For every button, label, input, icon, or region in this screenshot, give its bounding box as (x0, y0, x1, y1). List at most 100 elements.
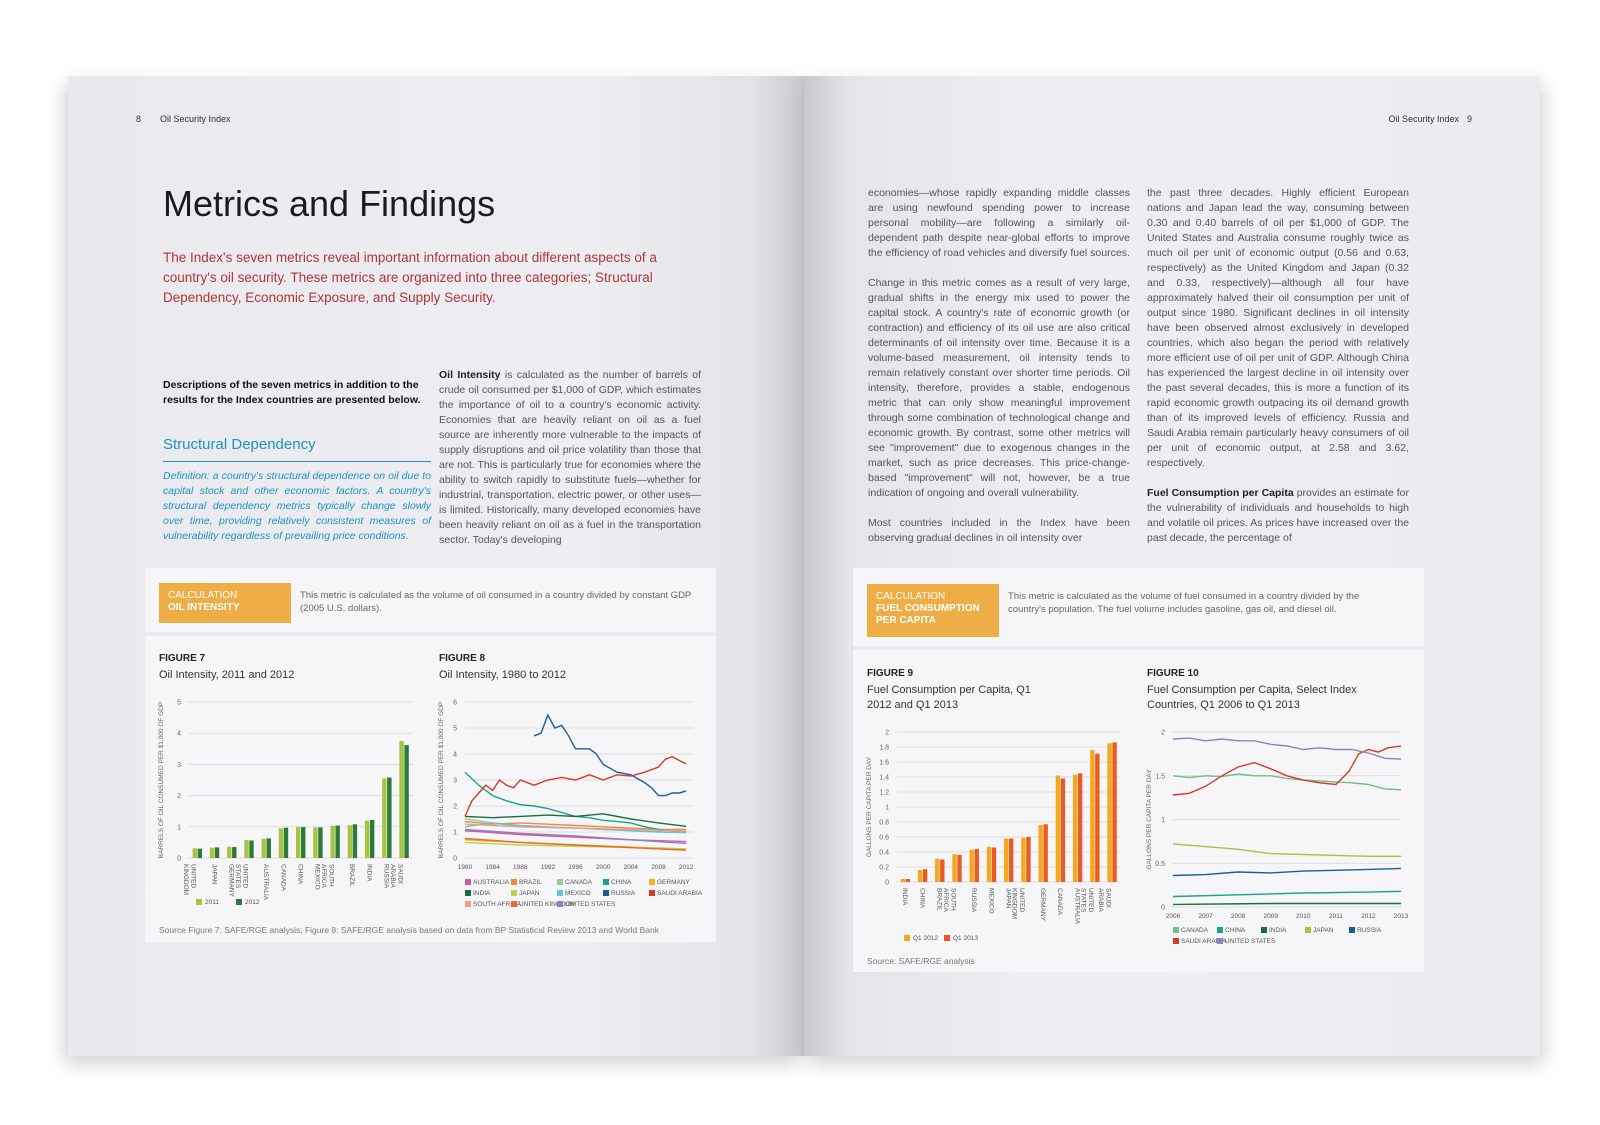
calculation-label: Calculation (876, 591, 946, 602)
x-tick-label: BRAZIL (936, 888, 943, 911)
legend-label: CANADA (565, 879, 593, 886)
y-tick-label: 2 (453, 804, 457, 811)
bar-2011 (261, 838, 266, 858)
y-tick-label: 6 (453, 700, 457, 707)
section-heading: Structural Dependency (163, 436, 431, 462)
x-category-group: INDIA (901, 888, 908, 906)
x-tick-label: 2011 (1329, 913, 1343, 920)
figure-8-number: FIGURE 8 (439, 653, 486, 664)
legend-swatch (603, 890, 609, 896)
legend-swatch (1349, 927, 1355, 933)
running-head-left: Oil Security Index (160, 114, 231, 124)
bar-q1-2013 (1095, 753, 1100, 882)
page-number-right: 9 (1466, 114, 1472, 124)
bar-q1-2013 (905, 879, 911, 882)
legend-swatch (557, 879, 563, 885)
bar-q1-2012 (935, 858, 940, 882)
x-tick-label: UNITED (1018, 888, 1025, 913)
x-tick-label: AUSTRALIA (1073, 888, 1080, 925)
bar-q1-2012 (952, 854, 957, 882)
y-tick-label: 1.5 (1155, 773, 1165, 780)
legend-label: UNITED STATES (1225, 938, 1276, 945)
y-tick-label: 1.6 (879, 760, 889, 767)
series-line-canada (1172, 773, 1402, 791)
y-tick-label: 0.2 (879, 865, 889, 872)
y-axis-label: GALLONS PER CAPITA PER DAY (866, 756, 873, 857)
bar-2012 (266, 838, 271, 858)
y-tick-label: 2 (177, 793, 181, 800)
bar-2012 (283, 827, 289, 858)
legend-label: JAPAN (1313, 927, 1334, 934)
series-line-united-states (1172, 737, 1402, 760)
x-category-group: RUSSIA (383, 864, 390, 889)
bar-q1-2013 (1026, 837, 1031, 882)
series-line-united-kingdom (464, 837, 687, 851)
bar-2012 (387, 777, 392, 858)
x-category-group: CANADA (279, 864, 286, 892)
x-tick-label: GERMANY (228, 864, 235, 898)
series-line-united-states (464, 828, 687, 845)
paragraph: Change in this metric comes as a result … (868, 277, 1130, 499)
y-tick-label: 1.2 (879, 790, 889, 797)
bar-q1-2012 (969, 849, 974, 882)
bar-q1-2012 (1107, 743, 1112, 882)
y-tick-label: 0 (885, 880, 889, 887)
y-tick-label: 1.8 (879, 745, 889, 752)
x-tick-label: 2000 (596, 864, 611, 871)
x-tick-label: KINGDOM (1011, 888, 1018, 919)
bar-q1-2013 (1077, 773, 1083, 882)
legend-swatch (236, 899, 242, 905)
calculation-panel-right: Calculation Fuel Consumption per Capita … (853, 568, 1424, 972)
x-category-group: GERMANY (1039, 888, 1046, 922)
legend-label: CANADA (1181, 927, 1209, 934)
legend-label: Q1 2013 (953, 935, 978, 942)
y-tick-label: 1 (885, 805, 889, 812)
calculation-label-box: Calculation Oil Intensity (159, 583, 291, 623)
x-tick-label: INDIA (901, 888, 908, 906)
bar-q1-2012 (1038, 825, 1043, 882)
x-tick-label: CHINA (297, 864, 304, 885)
legend-label: RUSSIA (1357, 927, 1382, 934)
legend-label: AUSTRALIA (473, 879, 510, 886)
x-tick-label: BRAZIL (348, 864, 355, 887)
series-line-russia (533, 713, 687, 797)
y-tick-label: 0.4 (879, 850, 889, 857)
calculation-band: Calculation Oil Intensity This metric is… (145, 568, 716, 636)
left-page: 8 Oil Security Index Metrics and Finding… (68, 76, 804, 1056)
x-category-group: AUSTRALIA (262, 864, 269, 901)
paragraph: Most countries included in the Index hav… (868, 517, 1130, 544)
legend-swatch (196, 899, 202, 905)
definition-text: Definition: a country's structural depen… (163, 470, 431, 542)
body-column-oil-intensity: Oil Intensity is calculated as the numbe… (439, 368, 701, 548)
body-text: provides an estimate for the vulnerabili… (1147, 487, 1409, 544)
figure-10-title: Fuel Consumption per Capita, Select Inde… (1147, 684, 1357, 711)
running-head-right: Oil Security Index (1388, 114, 1459, 124)
x-tick-label: STATES (234, 864, 241, 889)
body-column-2: the past three decades. Highly efficient… (1147, 186, 1409, 546)
x-tick-label: MEXICO (314, 864, 321, 890)
figure-7-chart: 0 1 2 3 4 5 BARRELS OF OIL CONSUMED PER $1,000… (158, 700, 413, 906)
x-tick-label: 2008 (651, 864, 666, 871)
x-tick-label: AFRICA (942, 888, 949, 913)
page-title: Metrics and Findings (163, 183, 496, 224)
figure-9-chart: 0 0.2 0.4 0.6 0.8 1 1.2 1.4 1.6 1.8 2 GALLONS PER C… (866, 730, 1121, 942)
calculation-label: Calculation (168, 590, 238, 601)
calculation-metric: Fuel Consumption per Capita (876, 603, 980, 626)
legend-label: CHINA (611, 879, 632, 886)
y-tick-label: 3 (177, 762, 181, 769)
bar-q1-2012 (1072, 774, 1078, 882)
legend-label: INDIA (473, 890, 491, 897)
legend-swatch (1305, 927, 1311, 933)
legend-swatch (944, 935, 950, 941)
x-category-group: JAPAN (1005, 888, 1012, 909)
legend-label: SOUTH AFRICA (473, 901, 522, 908)
x-tick-label: JAPAN (210, 864, 217, 885)
intro-paragraph: The Index's seven metrics reveal importa… (163, 250, 657, 305)
bar-2012 (232, 847, 237, 858)
legend-label: CHINA (1225, 927, 1246, 934)
bar-q1-2012 (1055, 775, 1061, 882)
